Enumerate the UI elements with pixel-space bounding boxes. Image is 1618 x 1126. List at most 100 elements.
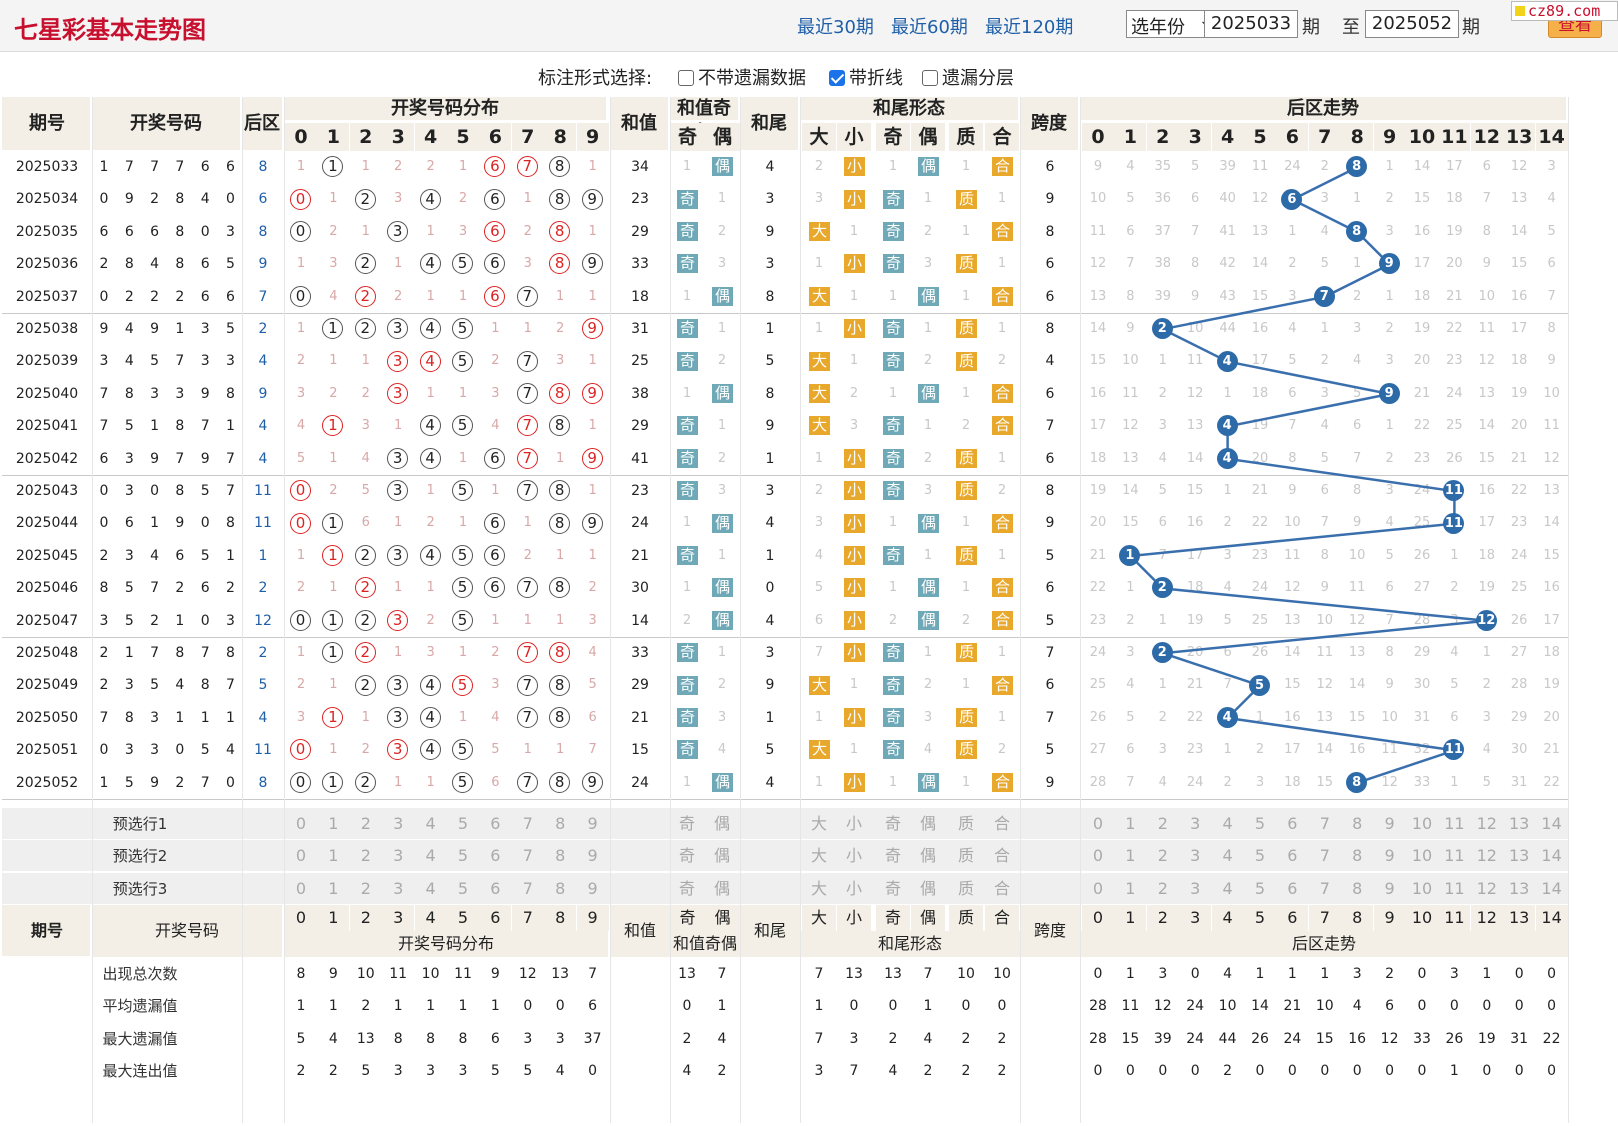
dist-miss: 1 (458, 288, 468, 304)
form-miss: 1 (923, 418, 933, 434)
dist-ball: 0 (290, 480, 311, 502)
back-miss: 4 (1158, 774, 1167, 790)
parity-tag: 奇 (677, 189, 698, 209)
dist-ball: 7 (516, 415, 538, 437)
dist-ball: 9 (581, 383, 603, 404)
row-sum: 24 (631, 774, 649, 791)
back-miss: 18 (1510, 353, 1528, 369)
back-miss: 14 (1316, 742, 1334, 758)
back-miss: 6 (1126, 223, 1135, 239)
header-issue-label: 期号 (29, 113, 65, 134)
recent-30-link[interactable]: 最近30期 (797, 17, 874, 38)
back-miss: 5 (1450, 677, 1459, 693)
form-miss: 3 (923, 709, 933, 725)
recent-60-link[interactable]: 最近60期 (891, 17, 968, 38)
stats-back: 19 (1477, 1030, 1496, 1047)
footer-back-num: 0 (1082, 905, 1114, 931)
back-miss: 23 (1251, 547, 1269, 563)
dist-miss: 5 (296, 450, 306, 466)
back-miss: 25 (1251, 612, 1269, 628)
dist-ball: 9 (581, 188, 603, 210)
checkbox-no-miss[interactable] (678, 70, 694, 86)
dist-miss: 1 (556, 612, 565, 628)
form-miss: 1 (923, 321, 933, 336)
back-miss: 1 (1158, 612, 1167, 628)
preselect-dist: 7 (522, 846, 533, 866)
preselect-back: 8 (1352, 814, 1363, 833)
dist-miss: 1 (329, 677, 338, 693)
recent-120-link[interactable]: 最近120期 (985, 17, 1074, 38)
preselect-dist: 4 (425, 814, 436, 833)
parity-tag: 奇 (677, 448, 698, 468)
stats-form: 7 (814, 1030, 824, 1047)
row-number: 2 (99, 547, 109, 564)
dist-ball: 4 (419, 253, 441, 275)
form-tag: 质 (956, 319, 977, 339)
preselect-back: 0 (1092, 846, 1104, 866)
header-form-col: 偶 (911, 123, 945, 151)
dist-miss: 3 (426, 645, 435, 660)
form-miss: 1 (961, 580, 971, 596)
dist-ball: 7 (516, 383, 538, 404)
group-separator (2, 637, 1568, 638)
back-miss: 16 (1348, 742, 1366, 758)
row-tail: 0 (765, 580, 775, 597)
back-miss: 9 (1547, 353, 1556, 369)
row-number: 2 (150, 612, 160, 629)
row-number: 1 (226, 709, 235, 726)
back-miss: 12 (1316, 677, 1334, 693)
dist-ball: 4 (419, 739, 441, 761)
back-miss: 2 (1158, 385, 1167, 401)
to-issue-input[interactable]: 2025052 (1365, 10, 1459, 38)
dist-miss: 2 (329, 223, 338, 239)
stats-back: 24 (1186, 1030, 1205, 1047)
checkbox-miss-layer[interactable] (922, 70, 938, 86)
back-miss: 26 (1089, 709, 1107, 725)
checkbox-polyline[interactable] (829, 70, 845, 86)
column-separator (284, 97, 285, 1123)
row-number: 3 (150, 385, 160, 402)
back-miss: 5 (1482, 774, 1491, 790)
back-miss: 3 (1385, 223, 1394, 239)
dist-ball: 2 (354, 318, 376, 340)
row-number: 7 (175, 353, 185, 370)
dist-miss: 1 (296, 645, 306, 660)
dist-miss: 1 (523, 515, 532, 531)
form-miss: 2 (997, 742, 1007, 758)
row-number: 4 (175, 677, 185, 694)
from-issue-input[interactable]: 2025033 (1204, 10, 1298, 38)
row-number: 1 (150, 515, 160, 532)
header-back-num: 3 (1179, 123, 1212, 151)
row-number: 7 (99, 709, 109, 726)
back-miss: 13 (1478, 385, 1496, 401)
stats-back: 0 (1093, 966, 1103, 982)
row-number: 7 (226, 450, 235, 467)
column-separator (610, 97, 611, 1123)
row-issue: 2025051 (15, 742, 79, 759)
parity-miss: 4 (717, 742, 727, 758)
option-no-miss[interactable]: 不带遗漏数据 (678, 64, 806, 90)
stats-dist: 0 (555, 998, 565, 1015)
dist-ball: 5 (452, 739, 473, 761)
back-miss: 21 (1413, 385, 1431, 401)
stats-back: 44 (1218, 1030, 1237, 1047)
row-sum: 30 (631, 580, 649, 597)
back-miss: 1 (1158, 677, 1167, 693)
back-miss: 12 (1089, 256, 1107, 272)
header-span: 跨度 (1020, 97, 1080, 151)
footer-form-col: 小 (837, 905, 871, 931)
row-sum: 21 (631, 547, 649, 564)
preselect-back: 10 (1411, 846, 1433, 866)
option-miss-layer[interactable]: 遗漏分层 (922, 64, 1014, 90)
back-miss: 2 (1353, 288, 1362, 304)
back-miss: 1 (1385, 159, 1394, 174)
back-miss: 5 (1223, 612, 1232, 628)
form-tag: 质 (956, 481, 977, 501)
stats-dist: 8 (296, 966, 306, 982)
form-miss: 1 (888, 515, 898, 531)
stats-back: 22 (1542, 1030, 1561, 1047)
option-polyline[interactable]: 带折线 (829, 64, 903, 90)
dist-miss: 5 (361, 483, 370, 498)
preselect-dist: 5 (457, 878, 469, 898)
back-miss: 27 (1089, 742, 1107, 758)
